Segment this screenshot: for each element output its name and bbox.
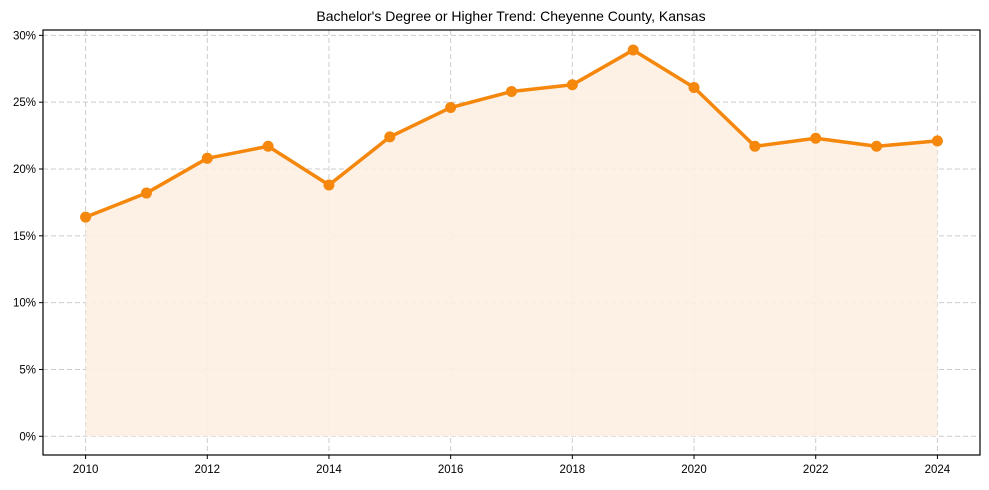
data-point [445, 102, 457, 114]
plot-frame [42, 29, 981, 456]
x-axis: 2010 2012 2014 2016 2018 2020 2022 2024 [73, 455, 951, 476]
y-tick-label: 30% [13, 30, 36, 42]
x-tick-label: 2018 [560, 464, 586, 476]
x-tick-label: 2022 [803, 464, 829, 476]
data-point [810, 132, 822, 144]
chart-title: Bachelor's Degree or Higher Trend: Cheye… [316, 8, 705, 24]
data-point [871, 140, 883, 152]
data-point [688, 81, 700, 93]
y-tick-label: 10% [13, 298, 36, 310]
data-point [323, 179, 335, 191]
data-point [506, 85, 517, 97]
y-tick-label: 15% [13, 231, 36, 243]
data-point [749, 140, 761, 152]
data-point [201, 152, 213, 164]
y-tick-label: 20% [13, 164, 36, 176]
data-point [262, 140, 274, 152]
area-fill [85, 50, 938, 437]
x-tick-label: 2024 [925, 464, 951, 476]
data-point [384, 131, 396, 143]
data-point [140, 187, 152, 199]
y-tick-label: 0% [19, 431, 36, 443]
y-axis: 0% 5% 10% 15% 20% 25% 30% [13, 30, 43, 443]
data-point [80, 211, 92, 223]
y-tick-label: 25% [13, 97, 36, 109]
data-point [931, 135, 943, 147]
x-tick-label: 2016 [438, 464, 464, 476]
x-tick-label: 2014 [316, 464, 342, 476]
data-point [627, 44, 639, 56]
x-tick-label: 2010 [73, 464, 99, 476]
y-tick-label: 5% [19, 364, 36, 376]
data-points [80, 44, 943, 223]
x-tick-label: 2012 [194, 464, 220, 476]
data-point [566, 79, 578, 91]
x-tick-label: 2020 [681, 464, 707, 476]
